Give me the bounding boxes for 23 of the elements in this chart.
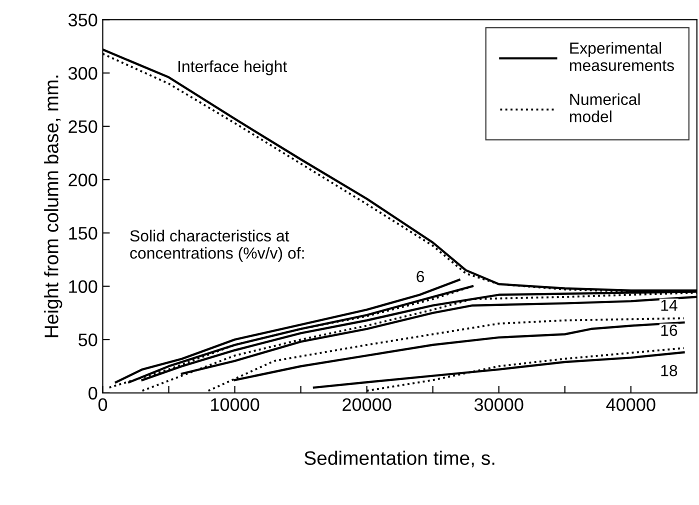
y-tick-label: 300 bbox=[68, 66, 98, 80]
x-tick-label: 0 bbox=[98, 398, 108, 412]
annotation: Solid characteristics at concentrations (%v/v) of: bbox=[130, 230, 304, 262]
y-tick-label: 350 bbox=[68, 14, 98, 26]
x-tick-label: 20000 bbox=[342, 398, 392, 412]
x-axis-title: Sedimentation time, s. bbox=[304, 450, 494, 468]
y-tick-label: 50 bbox=[78, 334, 98, 346]
y-tick-label: 100 bbox=[69, 280, 98, 293]
legend-label: Experimental measurements bbox=[570, 42, 674, 71]
annotation: 18 bbox=[661, 364, 678, 376]
x-tick-label: 40000 bbox=[606, 398, 656, 412]
annotation: 16 bbox=[661, 324, 678, 336]
y-tick-label: 150 bbox=[69, 226, 98, 240]
annotation: 14 bbox=[661, 300, 678, 311]
y-tick-label: 250 bbox=[68, 120, 98, 134]
y-axis-title: Height from column base, mm. bbox=[44, 76, 62, 338]
legend-label: Numerical model bbox=[570, 93, 640, 122]
annotation: 6 bbox=[416, 270, 424, 282]
y-tick-label: 0 bbox=[88, 386, 98, 400]
y-tick-label: 200 bbox=[68, 174, 98, 186]
x-tick-label: 30000 bbox=[474, 398, 524, 412]
annotation: Interface height bbox=[178, 60, 288, 76]
x-tick-label: 10000 bbox=[211, 398, 260, 412]
